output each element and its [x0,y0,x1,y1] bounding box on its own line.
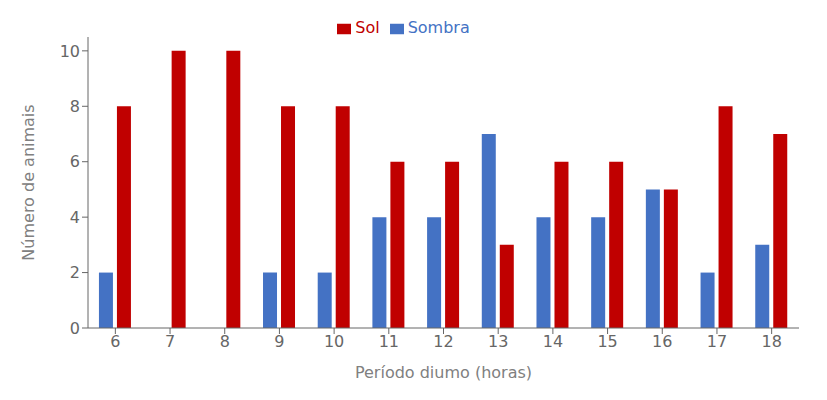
html-text:Sol: Sol [355,18,380,37]
svg-text:18: 18 [761,332,781,351]
svg-text:Período diumo (horas): Período diumo (horas) [355,363,532,382]
svg-text:14: 14 [543,332,563,351]
svg-text:0: 0 [70,319,80,338]
svg-text:10: 10 [60,42,80,61]
svg-text:6: 6 [110,332,120,351]
svg-text:15: 15 [597,332,617,351]
svg-text:17: 17 [707,332,727,351]
svg-text:6: 6 [70,152,80,171]
svg-text:11: 11 [379,332,399,351]
svg-text:8: 8 [220,332,230,351]
svg-text:Número de animais: Número de animais [19,104,38,260]
svg-text:4: 4 [70,208,80,227]
html-text:Sombra: Sombra [407,18,470,37]
svg-text:16: 16 [652,332,672,351]
svg-text:9: 9 [274,332,284,351]
svg-text:7: 7 [165,332,175,351]
svg-text:13: 13 [488,332,508,351]
svg-text:8: 8 [70,97,80,116]
svg-text:2: 2 [70,263,80,282]
svg-text:12: 12 [433,332,453,351]
svg-text:10: 10 [324,332,344,351]
